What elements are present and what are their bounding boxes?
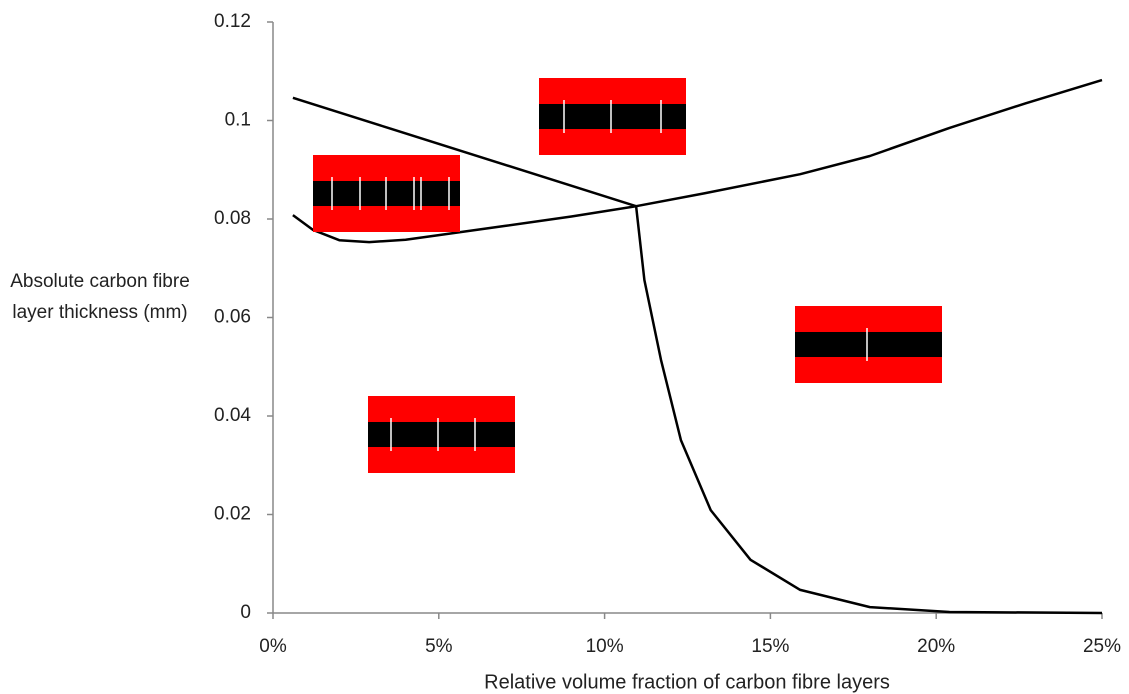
x-tick-label: 20% <box>917 636 955 657</box>
x-tick-label: 10% <box>586 636 624 657</box>
y-tick-label: 0.04 <box>214 405 251 426</box>
x-tick-label: 0% <box>259 636 287 657</box>
y-tick-label: 0.02 <box>214 504 251 525</box>
y-tick-label: 0.1 <box>225 110 251 131</box>
x-axis-title: Relative volume fraction of carbon fibre… <box>484 671 890 693</box>
page: Relative volume fraction of carbon fibre… <box>0 0 1129 694</box>
chart: Relative volume fraction of carbon fibre… <box>0 0 1129 694</box>
boundary-line <box>636 206 1102 613</box>
y-tick-label: 0 <box>240 602 251 623</box>
y-tick-label: 0.12 <box>214 11 251 32</box>
y-tick-label: 0.06 <box>214 307 251 328</box>
x-tick-label: 5% <box>425 636 453 657</box>
inset-black <box>368 422 515 447</box>
x-tick-label: 25% <box>1083 636 1121 657</box>
inset-black <box>795 332 942 357</box>
inset-black <box>539 104 686 129</box>
y-axis-title: Absolute carbon fibre layer thickness (m… <box>0 266 200 328</box>
x-tick-label: 15% <box>751 636 789 657</box>
y-tick-label: 0.08 <box>214 208 251 229</box>
